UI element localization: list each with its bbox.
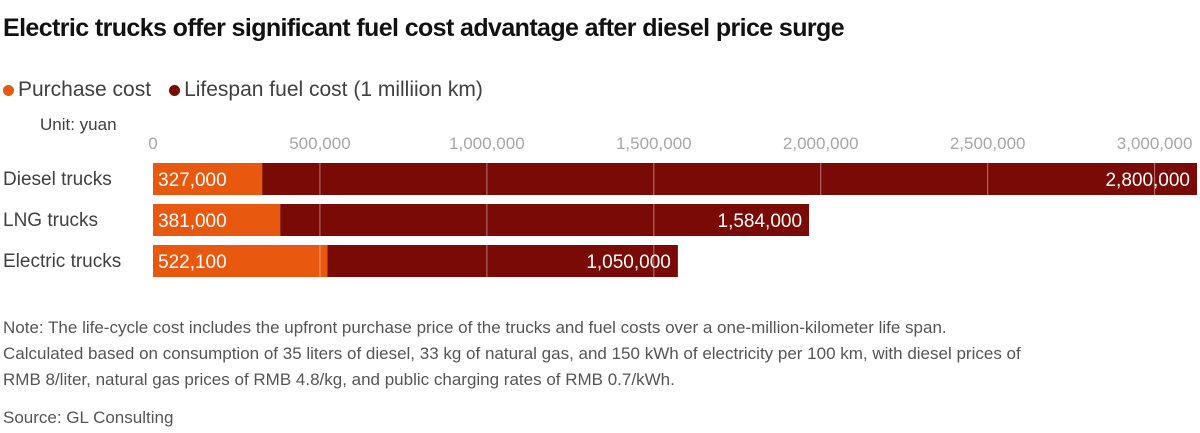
- note-line-2: Calculated based on consumption of 35 li…: [3, 344, 1021, 363]
- data-label-fuel: 2,800,000: [1105, 170, 1190, 191]
- category-label: Electric trucks: [3, 251, 121, 272]
- note-line-1: Note: The life-cycle cost includes the u…: [3, 318, 947, 337]
- bar-segment-purchase: [153, 204, 281, 236]
- bar-segment-fuel: [262, 163, 1197, 195]
- data-label-fuel: 1,050,000: [586, 252, 671, 273]
- legend-swatch-fuel-cost: [169, 84, 181, 96]
- data-label-purchase: 381,000: [158, 211, 227, 232]
- notes: Note: The life-cycle cost includes the u…: [3, 315, 1197, 393]
- x-tick-label: 2,500,000: [950, 134, 1026, 153]
- bar-segment-fuel: [327, 245, 678, 277]
- legend-item-purchase-cost: Purchase cost: [3, 78, 151, 102]
- x-tick-label: 0: [148, 134, 157, 153]
- bar-segment-purchase: [153, 245, 328, 277]
- category-label: Diesel trucks: [3, 169, 112, 190]
- chart-title: Electric trucks offer significant fuel c…: [3, 14, 845, 42]
- data-label-fuel: 1,584,000: [718, 211, 803, 232]
- x-tick-label: 1,500,000: [616, 134, 692, 153]
- legend: Purchase cost Lifespan fuel cost (1 mill…: [3, 78, 501, 102]
- x-tick-label: 2,000,000: [783, 134, 859, 153]
- bar-chart: 0 500,000 1,000,000 1,500,000 2,000,000 2,500…: [3, 134, 1197, 277]
- bar-segment-fuel: [280, 204, 810, 236]
- legend-item-fuel-cost: Lifespan fuel cost (1 milliion km): [169, 78, 483, 102]
- x-tick-label: 3,000,000: [1117, 134, 1193, 153]
- note-line-3: RMB 8/liter, natural gas prices of RMB 4…: [3, 370, 675, 389]
- bar-segment-purchase: [153, 163, 263, 195]
- legend-label-purchase-cost: Purchase cost: [18, 78, 152, 101]
- legend-swatch-purchase-cost: [3, 84, 14, 96]
- category-label: LNG trucks: [3, 210, 98, 231]
- unit-label: Unit: yuan: [40, 115, 117, 134]
- source: Source: GL Consulting: [3, 408, 174, 427]
- legend-label-fuel-cost: Lifespan fuel cost (1 milliion km): [184, 78, 483, 101]
- x-tick-label: 500,000: [289, 134, 350, 153]
- data-label-purchase: 327,000: [158, 170, 227, 191]
- x-tick-label: 1,000,000: [449, 134, 525, 153]
- data-label-purchase: 522,100: [158, 252, 227, 273]
